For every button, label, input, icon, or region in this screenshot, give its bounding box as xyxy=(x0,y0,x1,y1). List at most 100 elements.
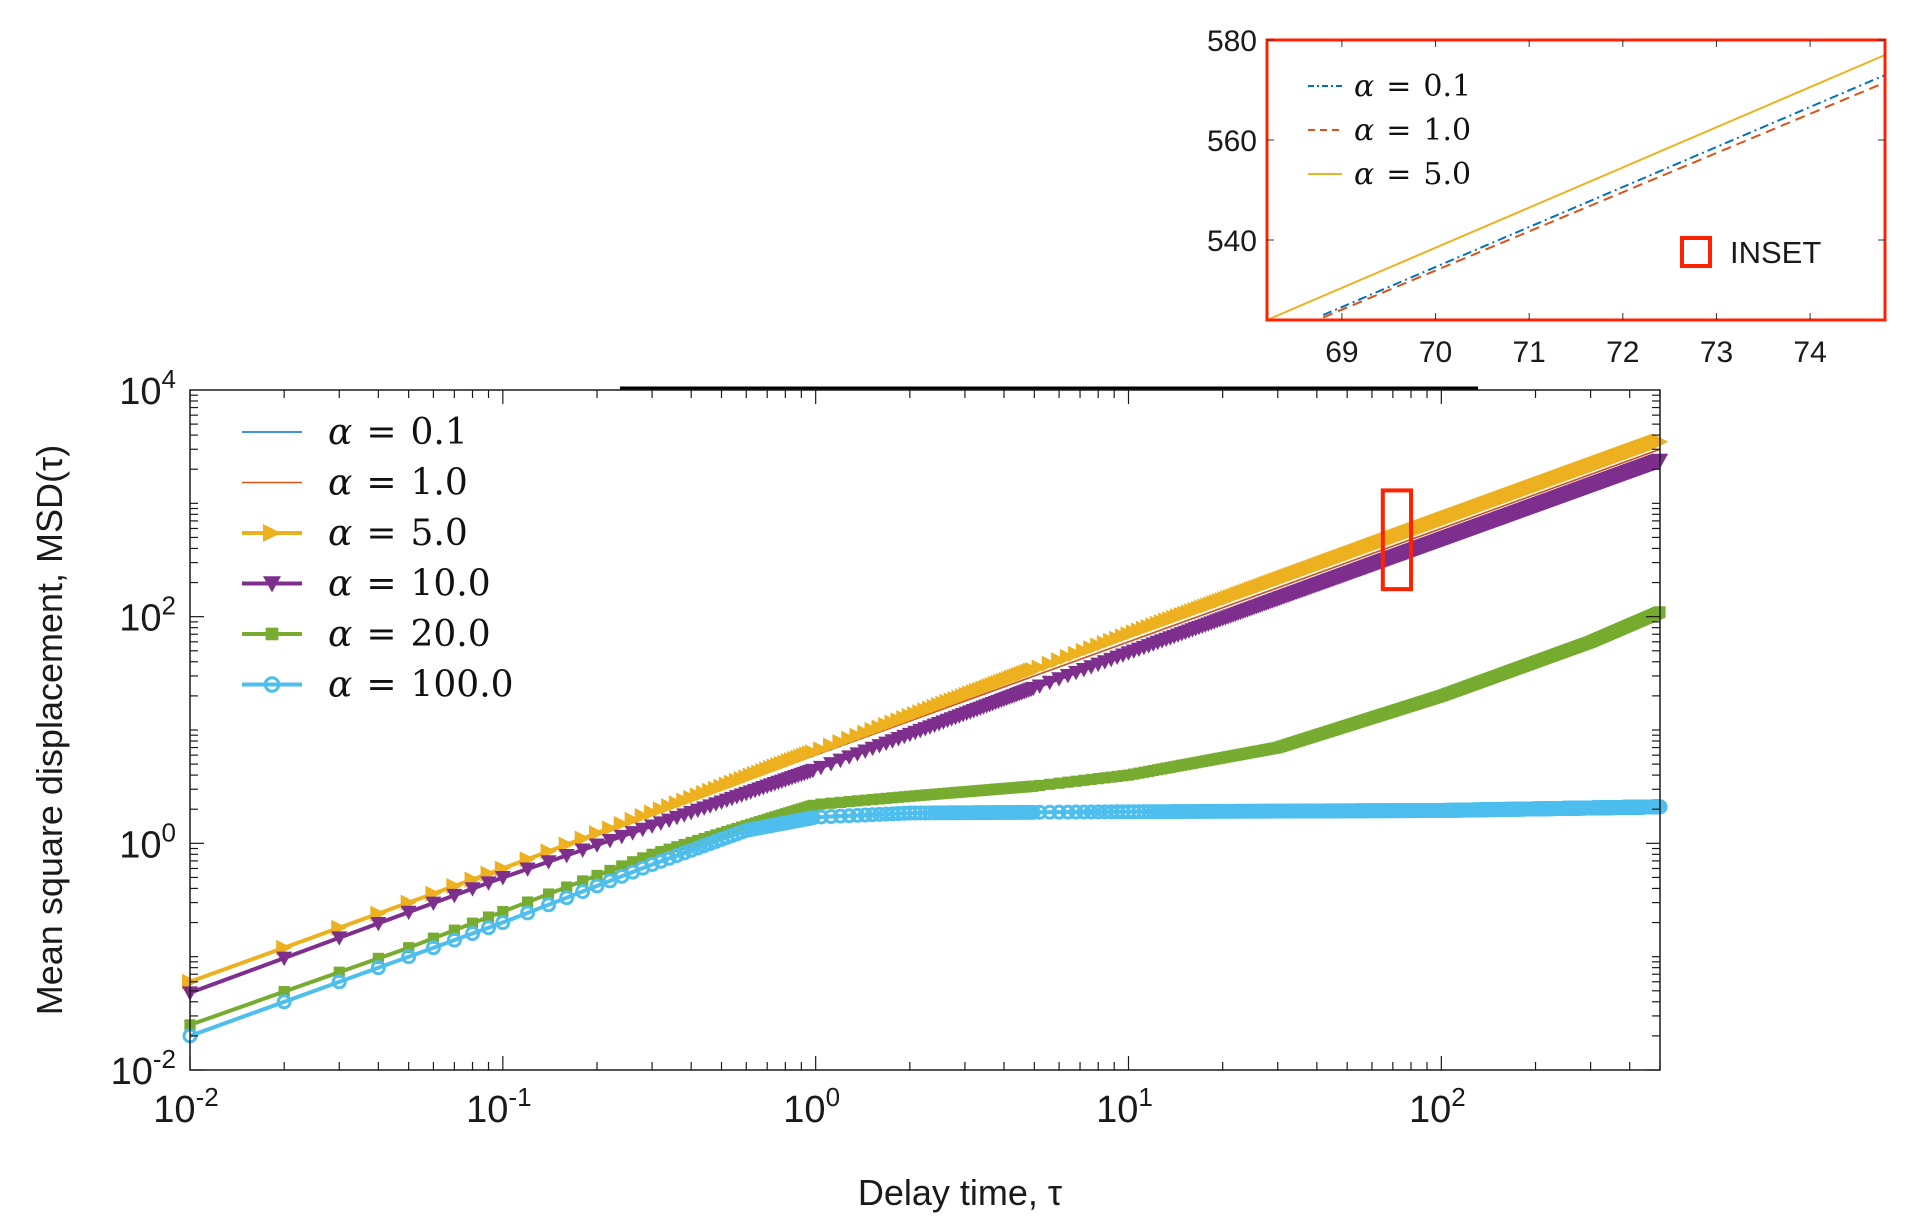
series-alpha-20-0-point xyxy=(1092,773,1104,785)
series-alpha-100-0-point xyxy=(917,805,933,821)
series-alpha-10-0-point xyxy=(276,951,293,967)
series-alpha-100-0-point xyxy=(575,884,591,900)
series-alpha-10-0-point xyxy=(601,834,618,849)
series-alpha-100-0-point xyxy=(813,809,829,825)
series-alpha-100-0-point xyxy=(902,805,918,821)
series-alpha-5-0-point xyxy=(1051,652,1068,669)
series-alpha-20-0-point xyxy=(1085,773,1097,786)
series-alpha-20-0-point xyxy=(577,875,589,887)
series-alpha-100-0-point xyxy=(446,932,462,948)
series-alpha-100-0-point xyxy=(661,850,677,866)
series-alpha-5-0-point xyxy=(558,836,575,853)
series-alpha-10-0-point xyxy=(370,916,387,932)
series-alpha-20-0-point xyxy=(1053,777,1065,789)
series-alpha-20-0-point xyxy=(1111,770,1123,783)
series-alpha-100-0-point xyxy=(683,842,699,858)
main-series-group xyxy=(182,433,1668,1044)
series-alpha-20-0-point xyxy=(825,797,837,809)
series-alpha-20-0-point xyxy=(278,986,290,998)
series-alpha-20-0-point xyxy=(873,793,886,805)
series-alpha-5-0-point xyxy=(832,733,849,750)
series-alpha-100-0-point xyxy=(644,857,660,873)
series-alpha-100-0-point xyxy=(1121,804,1137,820)
series-alpha-20-0-point xyxy=(466,917,479,929)
series-alpha-20-0-point xyxy=(1062,776,1074,788)
series-alpha-20-0-point xyxy=(522,896,534,908)
series-alpha-20-0-point xyxy=(1034,779,1046,792)
series-alpha-100-0-point xyxy=(370,960,386,976)
series-alpha-100-0-point xyxy=(1060,804,1076,820)
series-alpha-10-0-point xyxy=(519,862,536,877)
series-alpha-20-0-point xyxy=(542,888,555,900)
series-alpha-20-0-point xyxy=(678,838,690,851)
series-alpha-10-0-point xyxy=(558,848,575,864)
series-alpha-10-0-markers xyxy=(182,453,1668,1001)
series-alpha-5-0-point xyxy=(613,815,630,832)
series-alpha-5-0-point xyxy=(574,830,591,847)
series-alpha-20-0-point xyxy=(1027,780,1039,792)
series-alpha-20-0-point xyxy=(843,795,855,808)
series-alpha-100-0-point xyxy=(676,845,692,861)
series-alpha-20-0-point xyxy=(646,848,658,860)
series-alpha-20-0-point xyxy=(482,911,495,923)
series-alpha-20-0-point xyxy=(561,881,573,893)
series-alpha-10-0-point xyxy=(1051,672,1068,687)
series-alpha-5-0-point xyxy=(1059,648,1076,665)
series-alpha-100-0-point xyxy=(907,805,923,821)
series-alpha-100-0-point xyxy=(425,940,441,956)
series-alpha-20-0-point xyxy=(663,843,675,855)
series-alpha-100-0-point xyxy=(1068,804,1084,820)
series-alpha-100-0-point xyxy=(1126,804,1142,820)
series-alpha-10-0-point xyxy=(400,905,417,921)
series-alpha-20-0-point xyxy=(1105,771,1117,783)
series-alpha-100-0-point xyxy=(520,905,536,921)
series-alpha-5-0-point xyxy=(624,811,641,828)
series-alpha-100-0-markers xyxy=(182,799,1668,1044)
series-alpha-100-0-point xyxy=(823,809,839,825)
series-alpha-20-0-point xyxy=(892,791,905,803)
series-alpha-100-0-point xyxy=(1042,804,1058,820)
series-alpha-20-0-point xyxy=(1044,778,1056,790)
series-alpha-100-0-point xyxy=(912,805,928,821)
series-alpha-10-0-point xyxy=(812,760,829,776)
series-alpha-5-0-point xyxy=(634,808,651,825)
series-alpha-20-0-point xyxy=(685,836,697,849)
series-alpha-20-0-point xyxy=(372,952,384,964)
series-alpha-20-0-point xyxy=(1070,775,1082,787)
series-alpha-100-0-point xyxy=(865,807,881,823)
series-alpha-100-0-point xyxy=(1051,804,1067,820)
series-alpha-10-0-point xyxy=(540,855,557,870)
series-alpha-5-0-point xyxy=(823,737,840,754)
series-alpha-20-0-point xyxy=(448,924,460,936)
series-alpha-20-0-point xyxy=(807,799,819,811)
series-alpha-5-0-point xyxy=(601,820,618,837)
series-alpha-20-0-point xyxy=(333,966,345,978)
series-alpha-10-0-point xyxy=(634,822,651,838)
series-alpha-20-0-point xyxy=(427,932,440,944)
series-alpha-10-0-point xyxy=(832,753,849,769)
series-alpha-100-0-point xyxy=(1076,804,1092,820)
series-alpha-20-0-point xyxy=(834,796,847,808)
series-alpha-20-0-point xyxy=(637,852,649,864)
series-alpha-10-0-point xyxy=(1031,679,1048,694)
series-alpha-5-0-point xyxy=(841,730,858,747)
series-alpha-100-0-point xyxy=(589,878,605,894)
series-alpha-100-0-point xyxy=(481,920,497,936)
series-alpha-20-0-point xyxy=(859,794,871,806)
series-alpha-20-0-point xyxy=(671,841,683,853)
series-alpha-100-0-point xyxy=(401,949,417,965)
series-alpha-20-0-point xyxy=(497,905,509,918)
series-alpha-5-0-point xyxy=(1031,659,1048,676)
series-alpha-20-0-point xyxy=(1078,774,1090,786)
series-alpha-10-0-point xyxy=(1041,675,1058,691)
series-alpha-100-0-point xyxy=(465,926,481,942)
series-alpha-10-0-point xyxy=(464,882,481,897)
series-alpha-5-0-markers xyxy=(182,433,1668,990)
series-alpha-20-0-point xyxy=(403,942,415,954)
series-alpha-10-0-point xyxy=(425,896,442,912)
series-alpha-10-0-point xyxy=(823,757,840,772)
series-alpha-20-0-point xyxy=(655,846,667,858)
series-alpha-10-0-point xyxy=(613,829,630,845)
